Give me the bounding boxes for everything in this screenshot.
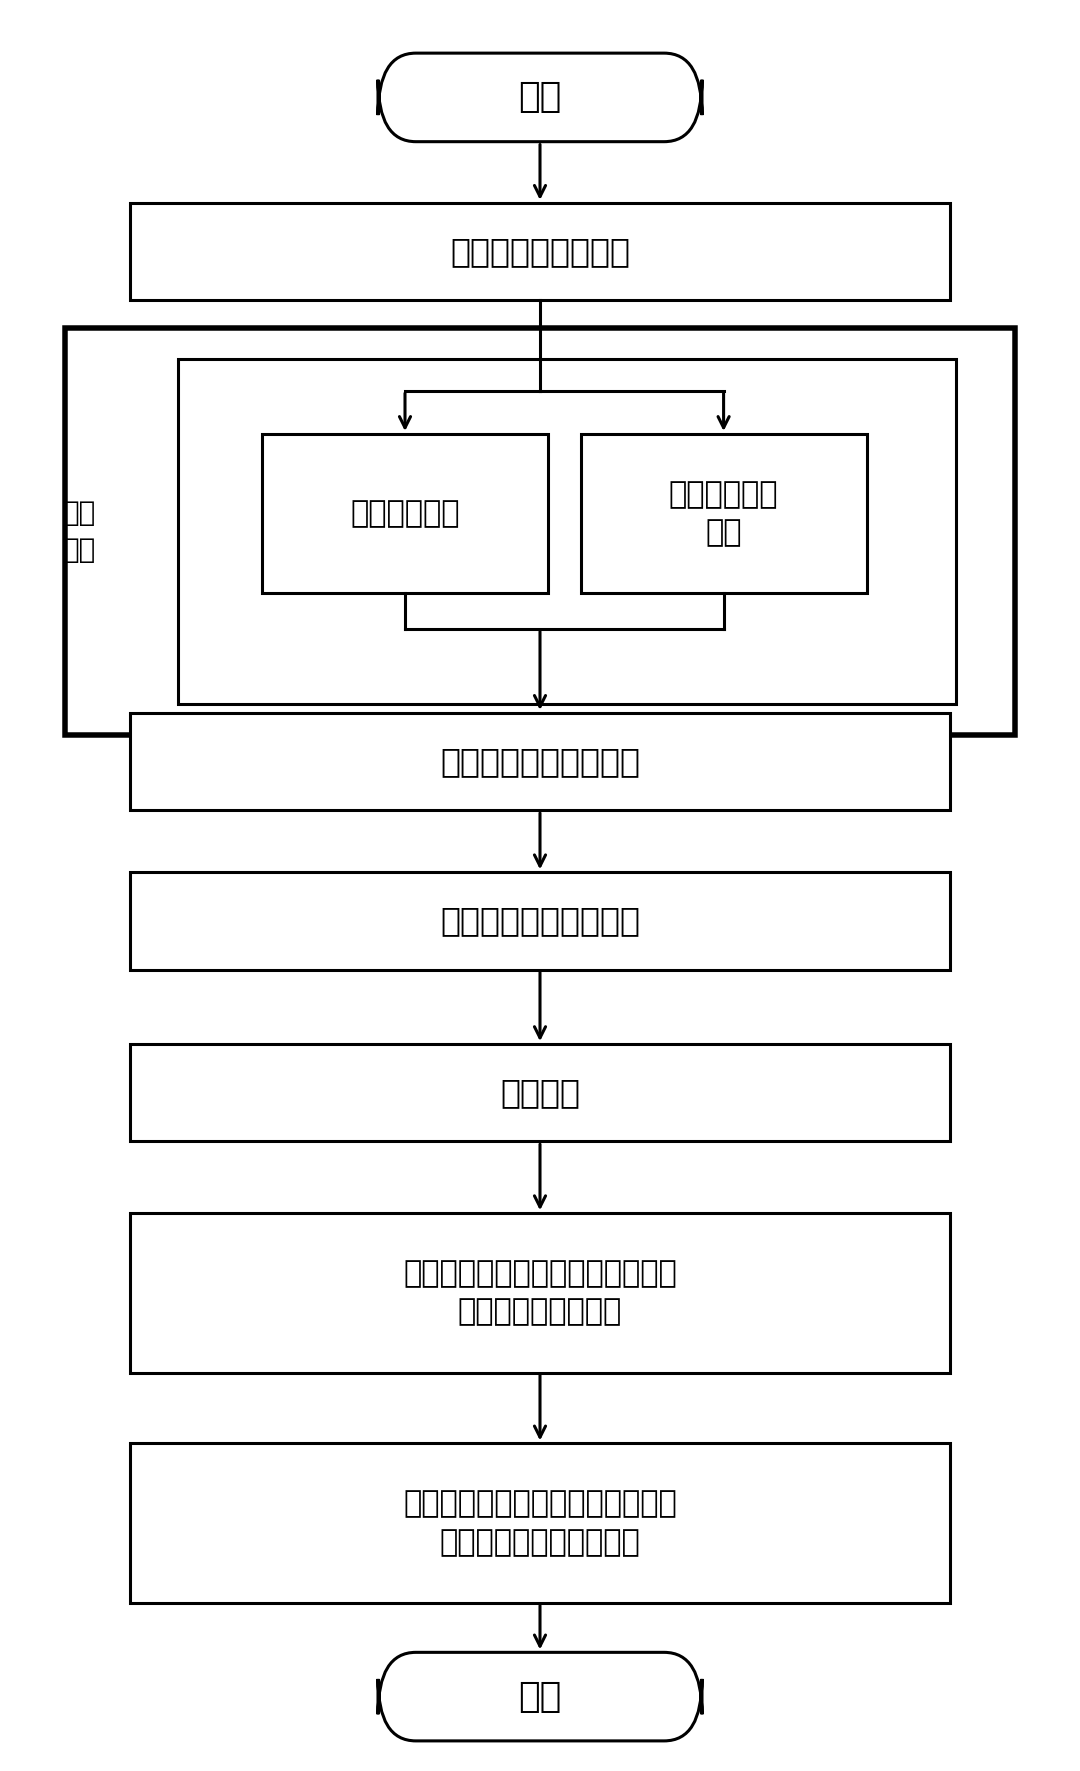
Text: 开始: 开始 — [518, 80, 562, 115]
Text: 元件宽频导纳
模型: 元件宽频导纳 模型 — [669, 480, 779, 547]
Bar — [130, 1045, 950, 1142]
FancyBboxPatch shape — [378, 53, 702, 142]
Text: 元件拓扑关系: 元件拓扑关系 — [350, 499, 460, 528]
Bar — [130, 873, 950, 971]
Bar — [65, 328, 1015, 735]
FancyBboxPatch shape — [378, 1652, 702, 1741]
Text: 频率扫描: 频率扫描 — [500, 1077, 580, 1109]
Text: 评估排序各非工频电流注入节点对
换流站母线电压影响大小: 评估排序各非工频电流注入节点对 换流站母线电压影响大小 — [403, 1489, 677, 1557]
Bar — [130, 204, 950, 301]
Bar — [581, 434, 867, 593]
Bar — [178, 360, 956, 705]
Text: 系统参数录入及设置: 系统参数录入及设置 — [450, 236, 630, 267]
Bar — [130, 712, 950, 811]
Text: 结束: 结束 — [518, 1679, 562, 1714]
Bar — [130, 1213, 950, 1373]
Text: 网络宽频导纳矩阵模型: 网络宽频导纳矩阵模型 — [440, 746, 640, 777]
Bar — [130, 1443, 950, 1603]
Text: 求解网络宽频阻抗矩阵: 求解网络宽频阻抗矩阵 — [440, 905, 640, 937]
Bar — [261, 434, 549, 593]
Text: 得到非工频电流注入节点与换流站
母线节点宽频互阻抗: 得到非工频电流注入节点与换流站 母线节点宽频互阻抗 — [403, 1259, 677, 1326]
Text: 节点
分析: 节点 分析 — [63, 499, 95, 563]
